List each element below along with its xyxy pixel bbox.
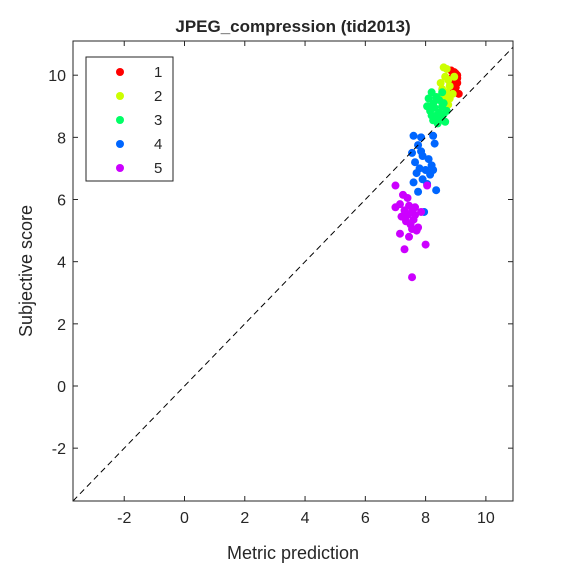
data-point-series-4 — [429, 165, 438, 174]
data-point-series-5 — [423, 181, 432, 190]
data-point-series-4 — [417, 133, 426, 142]
data-point-series-5 — [412, 226, 421, 235]
data-points — [391, 63, 463, 282]
data-point-series-4 — [414, 187, 423, 196]
identity-reference-line — [72, 46, 514, 502]
data-point-series-4 — [408, 148, 417, 157]
legend-marker-series-1 — [116, 68, 124, 76]
data-point-series-3 — [441, 117, 450, 126]
data-point-series-5 — [403, 211, 412, 220]
legend-label-series-4: 4 — [154, 136, 162, 153]
y-axis-label: Subjective score — [16, 205, 36, 337]
x-tick-label: 6 — [361, 510, 370, 527]
data-point-series-5 — [405, 232, 414, 241]
data-point-series-5 — [400, 245, 409, 254]
data-point-series-5 — [408, 273, 417, 282]
y-tick-label: 2 — [57, 317, 66, 334]
legend-marker-series-4 — [116, 140, 124, 148]
legend-label-series-2: 2 — [154, 88, 162, 105]
y-tick-label: 0 — [57, 379, 66, 396]
data-point-series-2 — [450, 72, 459, 81]
y-tick-label: 6 — [57, 193, 66, 210]
data-point-series-5 — [391, 181, 400, 190]
data-point-series-4 — [409, 178, 418, 187]
y-tick-label: 8 — [57, 130, 66, 147]
data-point-series-5 — [403, 193, 412, 202]
legend-marker-series-5 — [116, 164, 124, 172]
data-point-series-5 — [421, 240, 430, 249]
data-point-series-2 — [444, 75, 453, 84]
x-tick-label: 4 — [301, 510, 310, 527]
legend-label-series-5: 5 — [154, 160, 162, 177]
data-point-series-4 — [411, 158, 420, 167]
data-point-series-4 — [432, 186, 441, 195]
data-point-series-3 — [442, 106, 451, 115]
data-point-series-4 — [409, 131, 418, 140]
data-point-series-4 — [412, 169, 421, 178]
data-point-series-2 — [442, 64, 451, 73]
legend-marker-series-3 — [116, 116, 124, 124]
x-tick-label: 0 — [180, 510, 189, 527]
data-point-series-5 — [411, 211, 420, 220]
legend-label-series-1: 1 — [154, 64, 162, 81]
y-tick-label: 4 — [57, 255, 66, 272]
data-point-series-3 — [438, 88, 447, 97]
data-point-series-4 — [417, 147, 426, 156]
data-point-series-2 — [445, 82, 454, 91]
data-point-series-4 — [424, 155, 433, 164]
axis-ticks: -2 0 2 4 6 8 10 -2 0 2 4 6 8 10 — [48, 41, 513, 527]
data-point-series-5 — [417, 207, 426, 216]
y-tick-label: 10 — [48, 68, 66, 85]
legend-marker-series-2 — [116, 92, 124, 100]
chart-title: JPEG_compression (tid2013) — [175, 17, 410, 36]
data-point-series-2 — [436, 78, 445, 87]
data-point-series-4 — [429, 131, 438, 140]
x-tick-label: 2 — [240, 510, 249, 527]
legend-label-series-3: 3 — [154, 112, 162, 129]
y-tick-label: -2 — [52, 441, 66, 458]
data-point-series-1 — [454, 89, 463, 98]
data-point-series-4 — [430, 139, 439, 148]
data-point-series-5 — [395, 229, 404, 238]
data-point-series-3 — [439, 99, 448, 108]
data-point-series-3 — [427, 111, 436, 120]
legend: 1 2 3 4 5 — [85, 56, 174, 182]
data-point-series-5 — [391, 203, 400, 212]
x-tick-label: 10 — [477, 510, 495, 527]
data-point-series-3 — [433, 119, 442, 128]
legend-box — [85, 56, 174, 182]
x-tick-label: -2 — [117, 510, 131, 527]
x-axis-label: Metric prediction — [227, 543, 359, 563]
x-tick-label: 8 — [421, 510, 430, 527]
plot-frame — [72, 40, 514, 502]
